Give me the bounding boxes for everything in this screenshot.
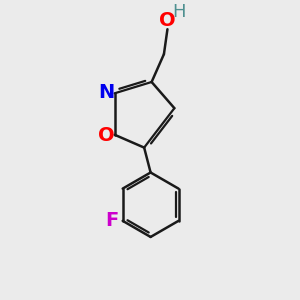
Text: N: N [98, 83, 115, 102]
Text: O: O [158, 11, 175, 30]
Text: H: H [172, 3, 185, 21]
Text: F: F [105, 211, 118, 230]
Text: O: O [98, 126, 115, 146]
